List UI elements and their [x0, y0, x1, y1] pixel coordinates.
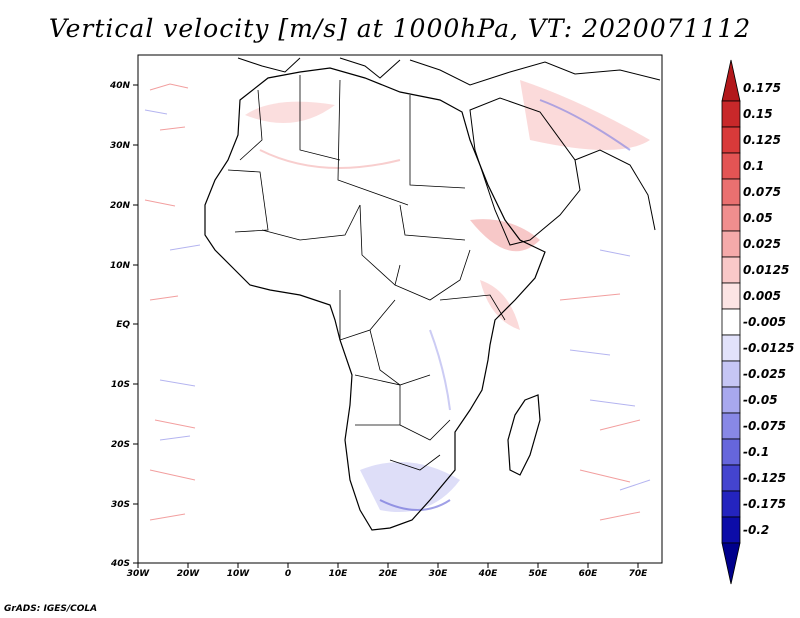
lon-label: 40E [478, 569, 499, 579]
lon-label: 10E [329, 569, 349, 579]
madagascar-coastline [507, 394, 541, 476]
longitude-axis: 30W 20W 10W 0 10E 20E 30E 40E 50E 60E 70… [127, 563, 648, 579]
colorbar-label: -0.025 [743, 367, 786, 381]
lat-label: EQ [116, 320, 130, 330]
colorbar-label: 0.1 [743, 159, 764, 173]
colorbar-segment [721, 178, 741, 206]
arabia-coastline [469, 97, 581, 246]
lon-label: 0 [285, 569, 291, 579]
colorbar-segment [721, 282, 741, 310]
colorbar-label: 0.075 [743, 185, 781, 199]
asia-coastline [574, 149, 656, 231]
colorbar-label: -0.05 [743, 393, 778, 407]
lon-label: 20W [177, 569, 201, 579]
lat-label: 30S [111, 500, 130, 510]
colorbar-label: 0.0125 [743, 263, 789, 277]
colorbar-label: -0.175 [743, 497, 786, 511]
colorbar-segment [721, 152, 741, 180]
colorbar-label: 0.025 [743, 237, 781, 251]
latitude-axis: 40N 30N 20N 10N EQ 10S 20S 30S 40S [109, 81, 138, 569]
lat-label: 10N [110, 261, 131, 271]
colorbar-segment [721, 412, 741, 440]
colorbar-label: -0.125 [743, 471, 786, 485]
colorbar-segment [721, 230, 741, 258]
lon-label: 60E [579, 569, 599, 579]
africa-coastline [204, 67, 546, 531]
colorbar-segment [721, 516, 741, 544]
colorbar-segment [721, 438, 741, 466]
colorbar-segment [721, 204, 741, 232]
colorbar-label: -0.0125 [743, 341, 794, 355]
lon-label: 70E [629, 569, 649, 579]
map-title: Vertical velocity [m/s] at 1000hPa, VT: … [48, 14, 752, 43]
colorbar-segment [721, 256, 741, 284]
colorbar-label: 0.125 [743, 133, 781, 147]
vertical-velocity-field [144, 80, 651, 521]
lon-label: 30W [127, 569, 151, 579]
country-borders [227, 75, 506, 471]
colorbar-segment [721, 386, 741, 414]
colorbar [721, 59, 741, 585]
lon-label: 20E [379, 569, 399, 579]
lat-label: 40N [109, 81, 131, 91]
lon-label: 50E [529, 569, 549, 579]
colorbar-segment [721, 100, 741, 128]
europe-coastline [237, 57, 661, 86]
colorbar-labels: 0.175 0.15 0.125 0.1 0.075 0.05 0.025 0.… [743, 81, 794, 537]
colorbar-segment [721, 126, 741, 154]
lat-label: 40S [110, 559, 130, 569]
colorbar-segment [721, 360, 741, 388]
colorbar-segment [721, 542, 741, 585]
colorbar-label: 0.005 [743, 289, 781, 303]
lon-label: 30E [429, 569, 449, 579]
colorbar-label: -0.075 [743, 419, 786, 433]
colorbar-segment [721, 464, 741, 492]
colorbar-label: -0.2 [743, 523, 769, 537]
colorbar-segment [721, 59, 741, 102]
colorbar-segment [721, 334, 741, 362]
credit-text: GrADS: IGES/COLA [4, 604, 98, 614]
colorbar-label: 0.175 [743, 81, 781, 95]
colorbar-label: 0.05 [743, 211, 773, 225]
map-frame [137, 54, 663, 564]
lat-label: 20N [110, 201, 131, 211]
colorbar-label: -0.1 [743, 445, 769, 459]
lon-label: 10W [227, 569, 251, 579]
colorbar-label: -0.005 [743, 315, 786, 329]
colorbar-label: 0.15 [743, 107, 773, 121]
lat-label: 20S [111, 440, 130, 450]
lat-label: 30N [110, 141, 131, 151]
lon-tick-0: 30W [127, 563, 151, 579]
lat-label: 10S [111, 380, 130, 390]
colorbar-segment [721, 490, 741, 518]
colorbar-segment [721, 308, 741, 336]
